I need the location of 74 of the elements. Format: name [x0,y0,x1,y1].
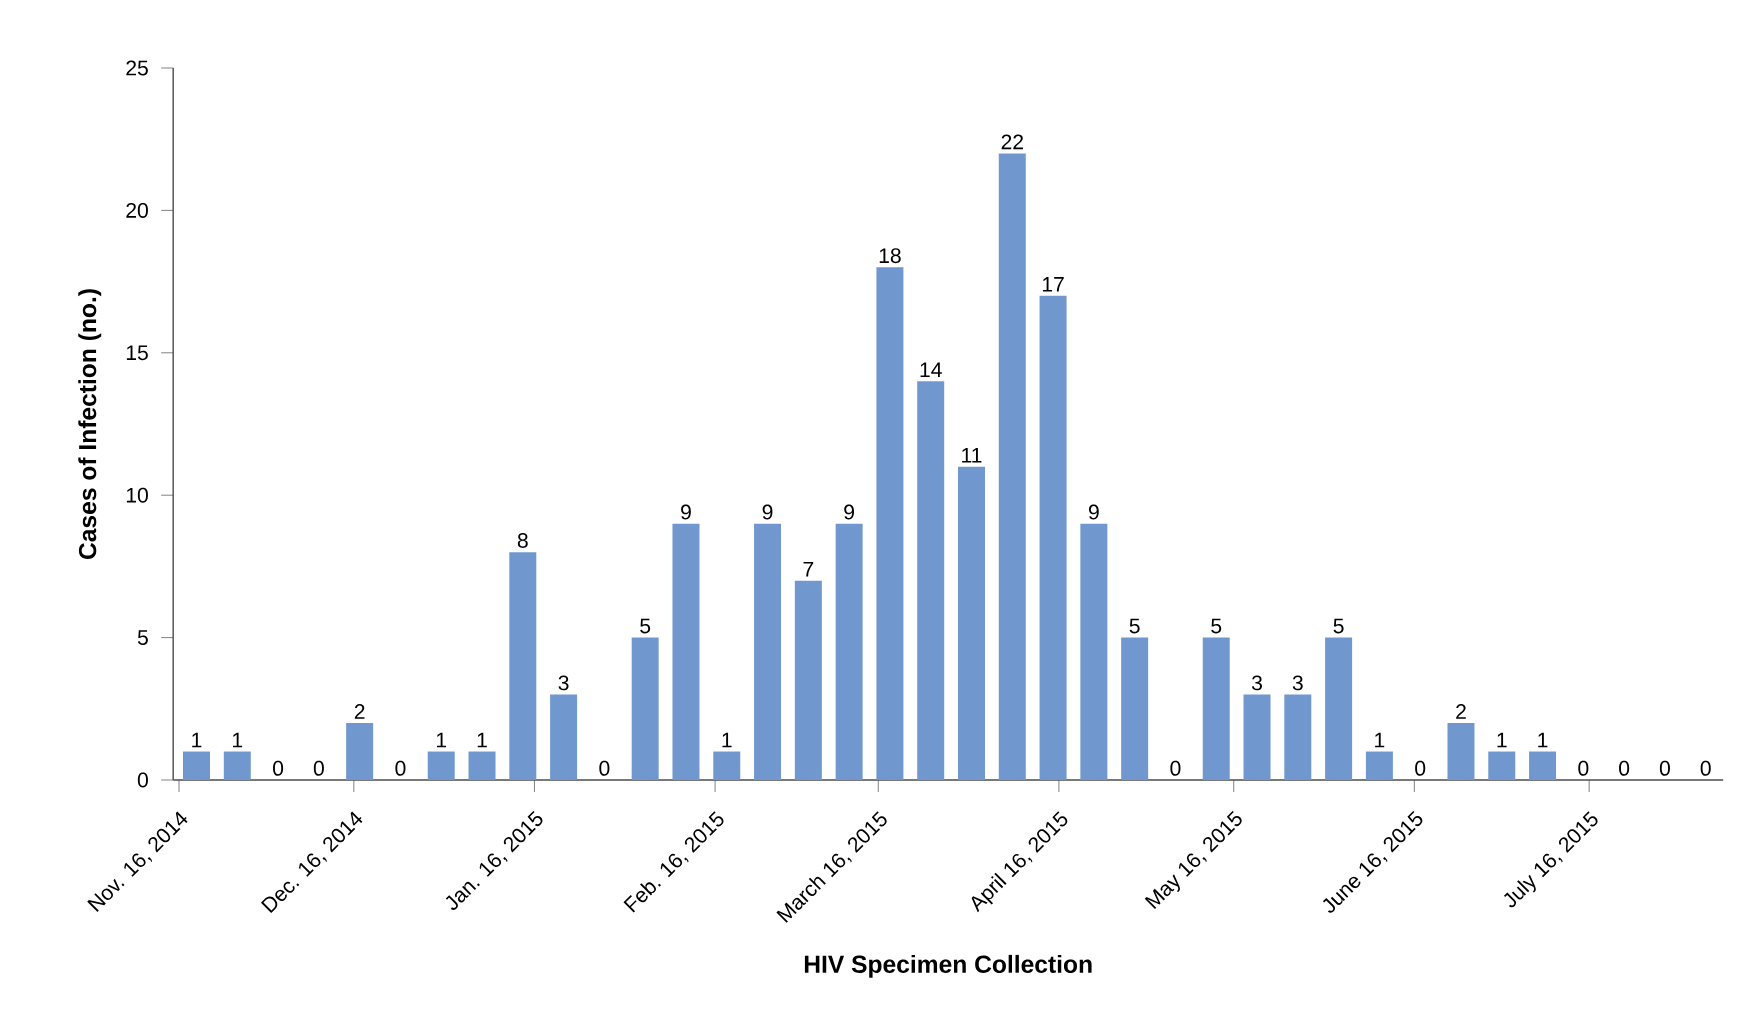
bar [223,751,251,780]
data-label: 5 [640,618,651,634]
data-label: 3 [1251,675,1262,691]
bar [1447,723,1475,780]
data-label: 9 [681,504,691,520]
data-label: 9 [1088,504,1099,520]
data-label: 1 [722,732,732,748]
bar [1365,751,1393,780]
bar [1039,295,1067,780]
bar [1284,694,1312,780]
bar [509,552,537,780]
data-label: 18 [879,248,901,264]
bar [794,580,822,780]
bar [182,751,210,780]
bar [713,751,741,780]
y-tick-label: 5 [137,630,148,645]
data-label: 11 [962,448,982,463]
data-label: 1 [436,732,447,748]
bar [1121,637,1149,780]
bar [876,267,904,780]
bar [672,523,700,780]
y-tick-label: 0 [137,772,148,788]
bar [631,637,659,780]
data-label: 3 [558,675,569,691]
bar [346,723,374,780]
data-label: 14 [920,362,942,378]
bar [1080,523,1108,780]
data-label: 0 [395,760,406,776]
bar [958,466,985,780]
data-label: 0 [1659,760,1670,776]
data-label: 1 [477,732,487,748]
data-label: 5 [1333,618,1344,634]
bar [550,694,578,780]
y-tick-label: 20 [126,202,148,218]
data-label: 0 [1415,760,1426,776]
data-label: 17 [1042,277,1064,292]
bar [754,523,782,780]
data-label: 9 [762,504,773,520]
data-label: 0 [1578,760,1589,776]
bar [998,153,1026,780]
data-label: 3 [1292,675,1303,691]
data-label: 0 [273,760,284,776]
bar [835,523,863,780]
y-tick-label: 25 [126,60,148,76]
data-label: 2 [1456,704,1466,719]
bar [1202,637,1230,780]
data-label: 0 [1170,760,1181,776]
x-axis-title: HIV Specimen Collection [804,954,1092,978]
bar [1488,751,1516,780]
y-tick-label: 10 [126,487,148,503]
data-label: 0 [313,760,324,776]
data-label: 7 [803,561,814,577]
bar [1529,751,1557,780]
data-label: 8 [517,533,528,548]
y-axis-title: Cases of Infection (no.) [78,289,102,560]
y-tick-label: 15 [126,345,148,361]
data-label: 0 [1700,760,1711,776]
data-label: 1 [1375,732,1385,748]
data-label: 22 [1001,134,1023,150]
data-label: 1 [192,732,202,748]
bar [468,751,496,780]
bar [1243,694,1271,780]
data-label: 1 [1497,732,1507,748]
data-label: 1 [233,732,243,748]
data-label: 5 [1129,618,1140,634]
data-label: 0 [1619,760,1630,776]
bar [427,751,455,780]
data-label: 0 [599,760,610,776]
bar [917,381,945,780]
data-label: 5 [1211,618,1222,634]
data-label: 9 [844,504,855,520]
data-label: 1 [1538,732,1548,748]
data-label: 2 [354,704,365,719]
bar [1325,637,1353,780]
